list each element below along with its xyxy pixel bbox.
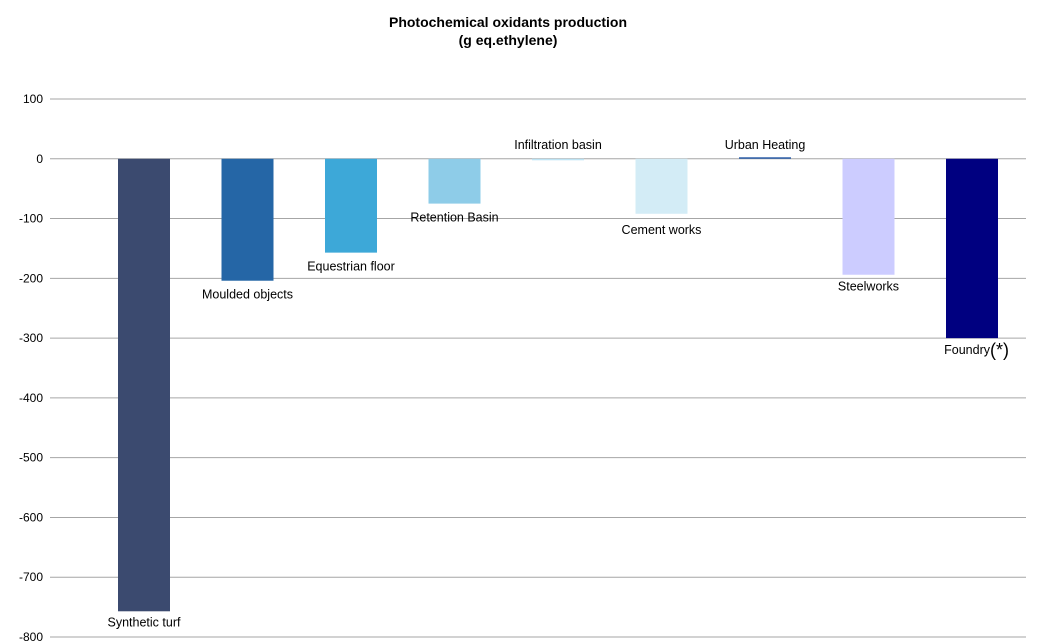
category-label: Moulded objects: [202, 288, 293, 302]
category-label: Synthetic turf: [108, 615, 181, 629]
category-label: Urban Heating: [725, 138, 806, 152]
category-label: Retention Basin: [410, 211, 498, 225]
category-label-note: (*): [990, 340, 1009, 360]
bar-equestrian-floor: [325, 158, 377, 253]
bar-infiltration-basin: [532, 158, 584, 161]
bars: [118, 157, 998, 612]
y-tick-label: -300: [19, 331, 43, 345]
chart-subtitle: (g eq.ethylene): [459, 32, 558, 48]
bar-steelworks: [842, 158, 895, 275]
y-tick-label: -600: [19, 510, 43, 524]
bar-retention-basin: [428, 158, 481, 204]
bar-synthetic-turf: [118, 158, 170, 612]
y-tick-label: 100: [23, 92, 43, 106]
chart-title: Photochemical oxidants production: [389, 14, 627, 30]
y-tick-label: -200: [19, 271, 43, 285]
category-label: Foundry: [944, 343, 991, 357]
y-tick-label: -500: [19, 451, 43, 465]
bar-urban-heating: [739, 157, 791, 159]
y-tick-label: -800: [19, 630, 43, 643]
y-tick-label: 0: [36, 152, 43, 166]
category-label: Infiltration basin: [514, 138, 602, 152]
y-tick-label: -400: [19, 391, 43, 405]
category-labels: Synthetic turf Moulded objects Equestrian …: [108, 138, 1009, 630]
bar-moulded-objects: [221, 158, 274, 281]
category-label: Steelworks: [838, 280, 899, 294]
y-axis-ticks: 100 0 -100 -200 -300 -400 -500 -600 -700 -800: [19, 92, 43, 643]
gridlines: [50, 98, 1026, 638]
bar-foundry: [946, 158, 998, 339]
y-tick-label: -700: [19, 570, 43, 584]
bar-cement-works: [635, 158, 688, 214]
y-tick-label: -100: [19, 212, 43, 226]
category-label: Equestrian floor: [307, 260, 395, 274]
category-label: Cement works: [622, 223, 702, 237]
